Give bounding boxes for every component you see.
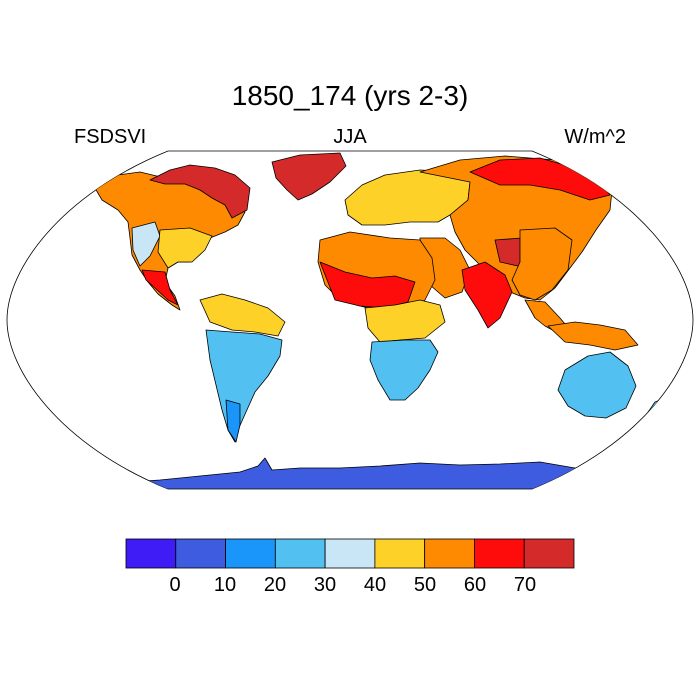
region-southern-africa bbox=[369, 339, 439, 401]
region-south-america-north bbox=[199, 293, 286, 337]
region-mexico bbox=[141, 269, 179, 306]
colorbar-swatch bbox=[424, 538, 475, 569]
colorbar-tick: 10 bbox=[213, 574, 237, 596]
colorbar bbox=[125, 538, 575, 569]
region-canada-arctic bbox=[149, 164, 251, 219]
region-india bbox=[461, 261, 513, 329]
colorbar-tick: 70 bbox=[513, 574, 537, 596]
variable-label: FSDSVI bbox=[74, 126, 147, 148]
region-australia bbox=[557, 351, 637, 419]
colorbar-tick: 20 bbox=[263, 574, 287, 596]
region-sahel bbox=[319, 261, 416, 309]
colorbar-tick: 60 bbox=[463, 574, 487, 596]
colorbar-swatch bbox=[374, 538, 426, 569]
colorbar-tick: 40 bbox=[363, 574, 387, 596]
colorbar-swatch bbox=[474, 538, 525, 569]
region-antarctica bbox=[124, 457, 581, 489]
region-indonesia bbox=[547, 321, 639, 351]
colorbar-swatch bbox=[274, 538, 326, 569]
colorbar-swatch bbox=[523, 538, 575, 569]
region-east-africa bbox=[364, 299, 446, 343]
region-china bbox=[511, 227, 573, 301]
region-usa-east bbox=[157, 227, 213, 269]
plot-title: 1850_174 (yrs 2-3) bbox=[231, 80, 469, 111]
colorbar-tick: 30 bbox=[313, 574, 337, 596]
colorbar-swatch bbox=[175, 538, 226, 569]
region-pacific-nw bbox=[131, 221, 161, 267]
colorbar-swatch bbox=[225, 538, 276, 569]
colorbar-swatch bbox=[324, 538, 376, 569]
region-greenland bbox=[271, 152, 347, 201]
season-label: JJA bbox=[333, 126, 367, 148]
colorbar-tick: 50 bbox=[413, 574, 437, 596]
colorbar-tick: 0 bbox=[169, 574, 181, 596]
colorbar-swatch bbox=[125, 538, 177, 569]
region-south-america bbox=[205, 329, 283, 443]
region-patagonia bbox=[225, 399, 241, 443]
units-label: W/m^2 bbox=[564, 126, 626, 148]
